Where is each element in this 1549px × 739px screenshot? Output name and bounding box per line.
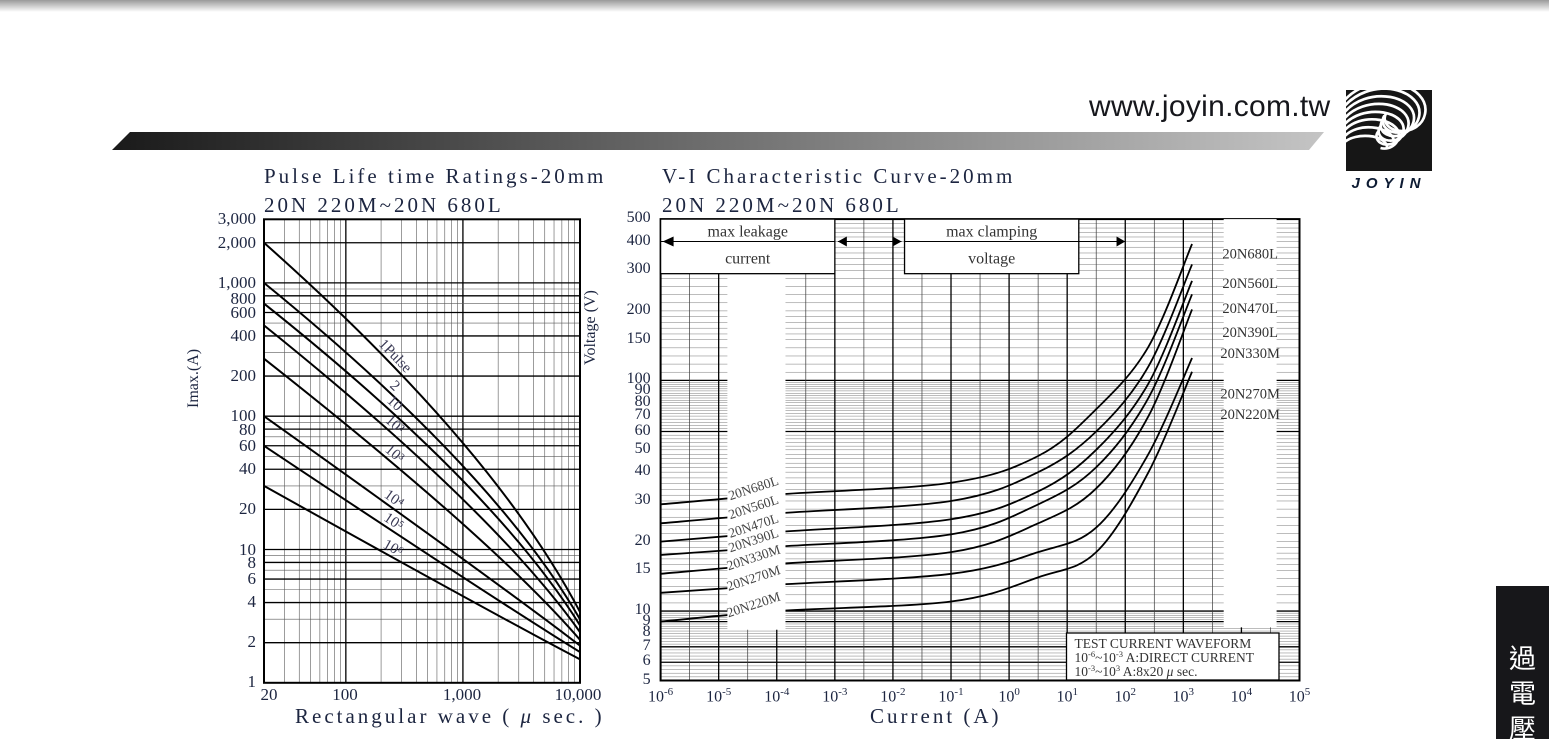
svg-text:20N560L: 20N560L xyxy=(1222,276,1278,292)
svg-text:20N270M: 20N270M xyxy=(1220,386,1280,402)
svg-text:max clamping: max clamping xyxy=(946,223,1037,240)
svg-text:20N330M: 20N330M xyxy=(1220,346,1280,362)
svg-text:current: current xyxy=(725,251,771,268)
svg-text:20N390L: 20N390L xyxy=(1222,325,1278,341)
svg-text:TEST CURRENT WAVEFORM: TEST CURRENT WAVEFORM xyxy=(1075,636,1252,651)
svg-text:10-6~10-3 A:DIRECT CURRENT: 10-6~10-3 A:DIRECT CURRENT xyxy=(1075,649,1255,665)
svg-text:max leakage: max leakage xyxy=(708,223,788,240)
svg-text:20N680L: 20N680L xyxy=(1222,247,1278,263)
svg-text:voltage: voltage xyxy=(968,251,1015,268)
svg-text:20N470L: 20N470L xyxy=(1222,301,1278,317)
svg-text:20N220M: 20N220M xyxy=(1220,407,1280,423)
